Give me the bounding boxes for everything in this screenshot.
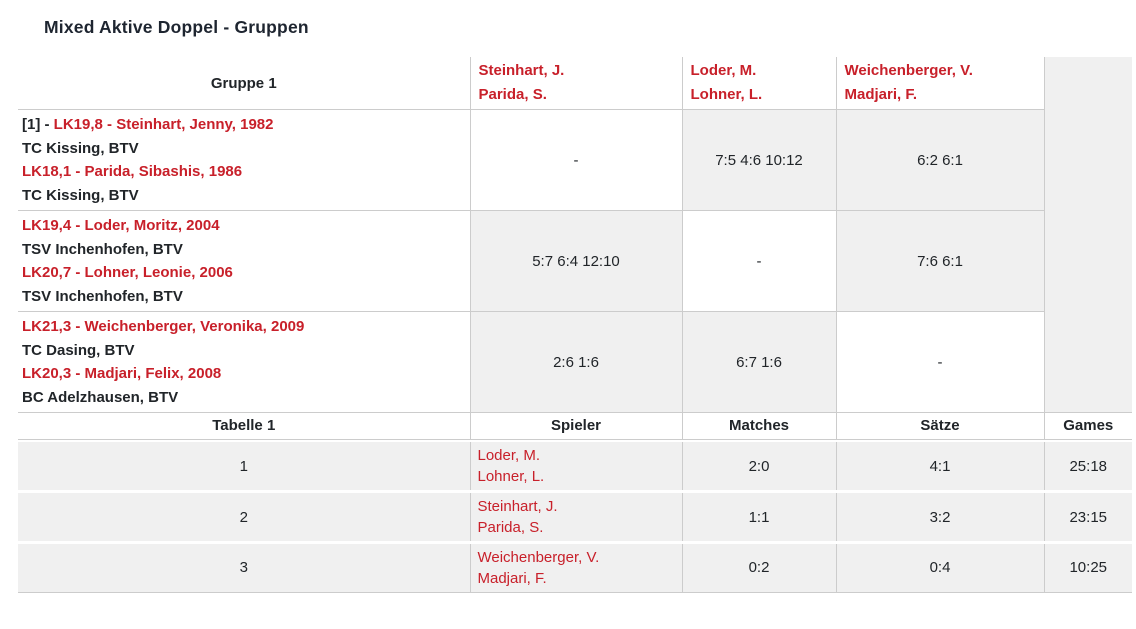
player-link[interactable]: Parida, S. [477,519,544,536]
match-result-cell: 6:2 6:1 [835,109,1044,211]
standings-header-players: Spieler [469,413,682,440]
games-cell: 10:25 [1043,544,1132,593]
rank-cell: 2 [18,493,470,541]
player-link[interactable]: LK19,8 - Steinhart, Jenny, 1982 [53,116,274,133]
page-title: Mixed Aktive Doppel - Gruppen [44,17,309,37]
column-team-1: Steinhart, J. Parida, S. [469,57,682,110]
standings-row-3: 3 Weichenberger, V. Madjari, F. 0:2 0:4 … [18,544,1132,593]
standings-row-2: 2 Steinhart, J. Parida, S. 1:1 3:2 23:15 [18,493,1132,541]
standings-header-table: Tabelle 1 [18,413,470,440]
matches-cell: 2:0 [681,442,836,490]
player-link[interactable]: Weichenberger, V. [477,548,600,566]
row-spacer [18,439,1132,442]
column-team-1-player-2[interactable]: Parida, S. [478,86,547,103]
column-team-2: Loder, M. Lohner, L. [681,57,836,110]
column-team-1-player-1[interactable]: Steinhart, J. [478,62,565,79]
match-result-cell: 7:6 6:1 [835,210,1044,312]
group-header-row: Gruppe 1 Steinhart, J. Parida, S. Loder,… [18,57,1132,413]
standings-header-sets: Sätze [835,413,1044,440]
page: Mixed Aktive Doppel - Gruppen Gruppe 1 S… [0,17,1136,593]
player-link[interactable]: Loder, M. [477,447,541,464]
games-cell: 25:18 [1043,442,1132,490]
rank-cell: 3 [18,544,470,593]
team-row-2: LK19,4 - Loder, Moritz, 2004 TSV Inchenh… [18,210,1132,312]
column-team-3-player-1[interactable]: Weichenberger, V. [844,62,973,79]
player-link[interactable]: Steinhart, J. [477,498,558,515]
matches-cell: 0:2 [681,544,836,593]
match-result-cell: 7:5 4:6 10:12 [681,109,836,211]
team-cell-2: LK19,4 - Loder, Moritz, 2004 TSV Inchenh… [18,210,470,312]
standings-header-row: Tabelle 1 Spieler Matches Sätze Games [18,413,1132,440]
player-link[interactable]: LK18,1 - Parida, Sibashis, 1986 [22,163,243,180]
sets-cell: 4:1 [835,442,1044,490]
rank-cell: 1 [18,442,470,490]
player-link[interactable]: Lohner, L. [477,468,545,485]
standings-table: Tabelle 1 Spieler Matches Sätze Games 1 … [18,413,1132,593]
match-result-cell: - [469,109,682,211]
match-result-cell: - [681,210,836,312]
column-team-3-player-2[interactable]: Madjari, F. [844,86,918,103]
standings-header-matches: Matches [681,413,836,440]
team-cell-3: LK21,3 - Weichenberger, Veronika, 2009 T… [18,311,470,413]
standings-row-1: 1 Loder, M. Lohner, L. 2:0 4:1 25:18 [18,442,1132,490]
club-label: TC Kissing, BTV [22,186,139,204]
column-team-3: Weichenberger, V. Madjari, F. [835,57,1044,110]
match-result-cell: 2:6 1:6 [469,311,682,413]
matches-cell: 1:1 [681,493,836,541]
match-result-cell: 6:7 1:6 [681,311,836,413]
row-spacer [18,541,1132,544]
sets-cell: 3:2 [835,493,1044,541]
player-link[interactable]: LK19,4 - Loder, Moritz, 2004 [22,217,220,234]
standings-players-cell: Weichenberger, V. Madjari, F. [469,544,682,593]
games-cell: 23:15 [1043,493,1132,541]
match-result-cell: - [835,311,1044,413]
match-result-cell: 5:7 6:4 12:10 [469,210,682,312]
player-link[interactable]: Madjari, F. [477,569,547,587]
standings-header-games: Games [1043,413,1132,440]
seed-label: [1] - [22,116,54,133]
standings-players-cell: Loder, M. Lohner, L. [469,442,682,490]
column-team-2-player-2[interactable]: Lohner, L. [690,86,763,103]
sets-cell: 0:4 [835,544,1044,593]
club-label: TSV Inchenhofen, BTV [22,287,183,305]
player-link[interactable]: LK20,7 - Lohner, Leonie, 2006 [22,264,233,281]
group-label: Gruppe 1 [18,57,470,110]
player-link[interactable]: LK21,3 - Weichenberger, Veronika, 2009 [22,318,305,335]
team-row-3: LK21,3 - Weichenberger, Veronika, 2009 T… [18,311,1132,413]
player-link[interactable]: LK20,3 - Madjari, Felix, 2008 [22,365,222,382]
club-label: BC Adelzhausen, BTV [22,388,179,406]
empty-side-column [1043,57,1132,413]
column-team-2-player-1[interactable]: Loder, M. [690,62,757,79]
club-label: TSV Inchenhofen, BTV [22,240,183,258]
team-row-1: [1] - LK19,8 - Steinhart, Jenny, 1982 TC… [18,109,1132,211]
group-results-table: Gruppe 1 Steinhart, J. Parida, S. Loder,… [18,57,1132,413]
standings-players-cell: Steinhart, J. Parida, S. [469,493,682,541]
team-cell-1: [1] - LK19,8 - Steinhart, Jenny, 1982 TC… [18,109,470,211]
club-label: TC Kissing, BTV [22,139,139,157]
row-spacer [18,490,1132,493]
club-label: TC Dasing, BTV [22,341,135,359]
